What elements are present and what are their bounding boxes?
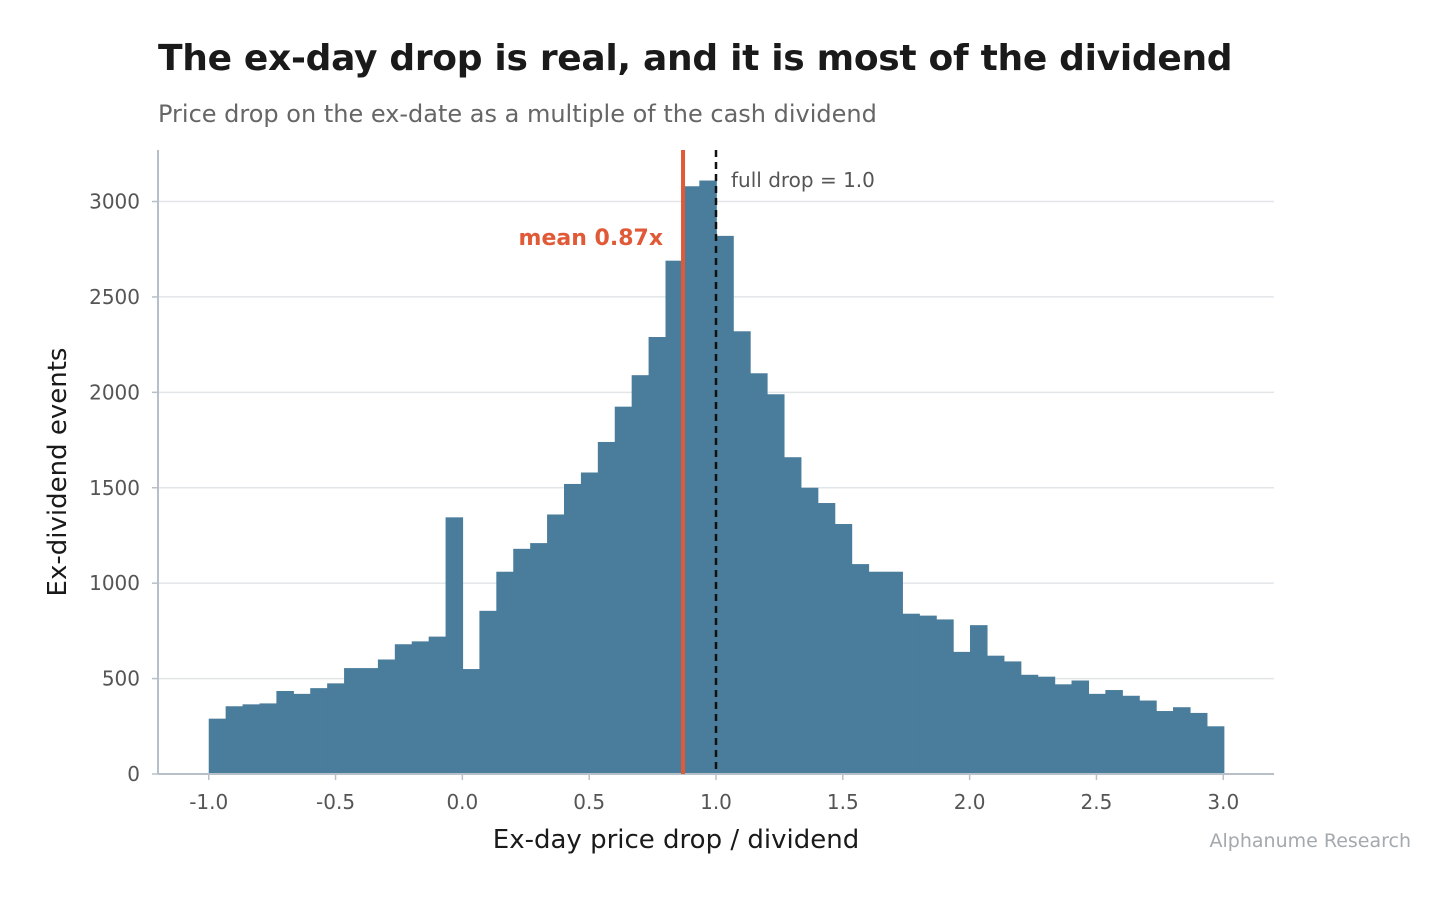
histogram-bar [699,180,717,774]
histogram-bar [563,483,582,774]
histogram-bar [834,524,853,774]
histogram-bar [716,235,734,774]
histogram-bar [1189,712,1208,774]
histogram-bar [293,693,311,774]
histogram-bar [445,517,464,774]
histogram-bar [919,615,937,774]
histogram-bar [327,683,345,774]
x-tick-label: 3.0 [1207,790,1239,814]
histogram-bar [885,571,903,774]
histogram-bar [344,668,362,774]
histogram-bar [1122,695,1140,774]
histogram-bar [733,331,751,774]
chart-title: The ex-day drop is real, and it is most … [158,38,1233,79]
histogram-bar [665,260,684,774]
histogram-bar [902,613,920,774]
histogram-bar [851,564,870,774]
histogram-bar [986,655,1005,774]
histogram-bar [496,571,514,774]
histogram-bar [242,704,261,774]
histogram-bar [513,548,531,774]
y-tick-label: 3000 [89,190,140,214]
histogram-bar [1105,690,1123,774]
histogram-bar [547,514,565,774]
histogram-bar [631,375,650,774]
histogram-bar [1156,711,1174,774]
histogram-bar [276,690,294,774]
histogram-bars [208,180,1225,774]
histogram-bar [1003,661,1022,774]
histogram-bar [783,457,802,774]
histogram-bar [953,651,971,774]
x-tick-label: 1.5 [827,790,859,814]
histogram-bar [800,487,819,774]
y-tick-label: 1000 [89,571,140,595]
histogram-bar [479,610,497,774]
chart-subtitle: Price drop on the ex-date as a multiple … [158,100,877,128]
y-tick-label: 0 [127,762,140,786]
histogram-bar [648,337,667,774]
x-axis-label: Ex-day price drop / dividend [493,825,859,855]
histogram-bar [1071,680,1090,774]
histogram-bar [310,688,328,774]
x-tick-label: -1.0 [189,790,228,814]
histogram-bar [411,641,430,774]
histogram-bar [970,625,988,774]
histogram-bar [597,441,616,774]
histogram-bar [259,703,277,774]
histogram-bar [530,543,548,774]
histogram-bar [614,406,633,774]
y-tick-label: 2500 [89,285,140,309]
x-tick-label: 1.0 [700,790,732,814]
histogram-bar [377,659,396,774]
reference-label: full drop = 1.0 [731,168,875,192]
y-axis: 0 500 1000 1500 2000 2500 3000 [89,150,159,786]
histogram-bar [868,571,887,774]
histogram-bar [1054,684,1073,774]
x-tick-label: 0.5 [573,790,605,814]
histogram-bar [1139,700,1157,774]
histogram-bar [1173,707,1191,774]
histogram-bar [580,472,599,774]
histogram-bar [1206,726,1225,774]
histogram-bar [428,636,447,774]
y-tick-label: 500 [102,667,140,691]
histogram-bar [394,644,413,774]
source-credit: Alphanume Research [1209,830,1412,852]
x-axis: -1.0 -0.5 0.0 0.5 1.0 1.5 2.0 2.5 3.0 [158,773,1274,814]
y-tick-label: 2000 [89,380,140,404]
y-axis-label: Ex-dividend events [43,348,73,597]
histogram-bar [1088,693,1106,774]
histogram-bar [208,718,227,774]
x-tick-label: -0.5 [316,790,355,814]
histogram-bar [750,373,768,774]
histogram-bar [462,669,481,774]
histogram-bar [936,619,954,774]
histogram-bar [1037,676,1056,774]
x-tick-label: 0.0 [446,790,478,814]
x-tick-label: 2.5 [1081,790,1113,814]
y-tick-label: 1500 [89,476,140,500]
histogram-bar [225,706,244,774]
histogram-bar [767,394,785,774]
histogram-bar [682,186,700,774]
histogram-bar [817,503,836,774]
histogram-bar [1020,674,1039,774]
histogram-bar [360,668,379,774]
mean-label: mean 0.87x [519,226,663,251]
x-tick-label: 2.0 [954,790,986,814]
